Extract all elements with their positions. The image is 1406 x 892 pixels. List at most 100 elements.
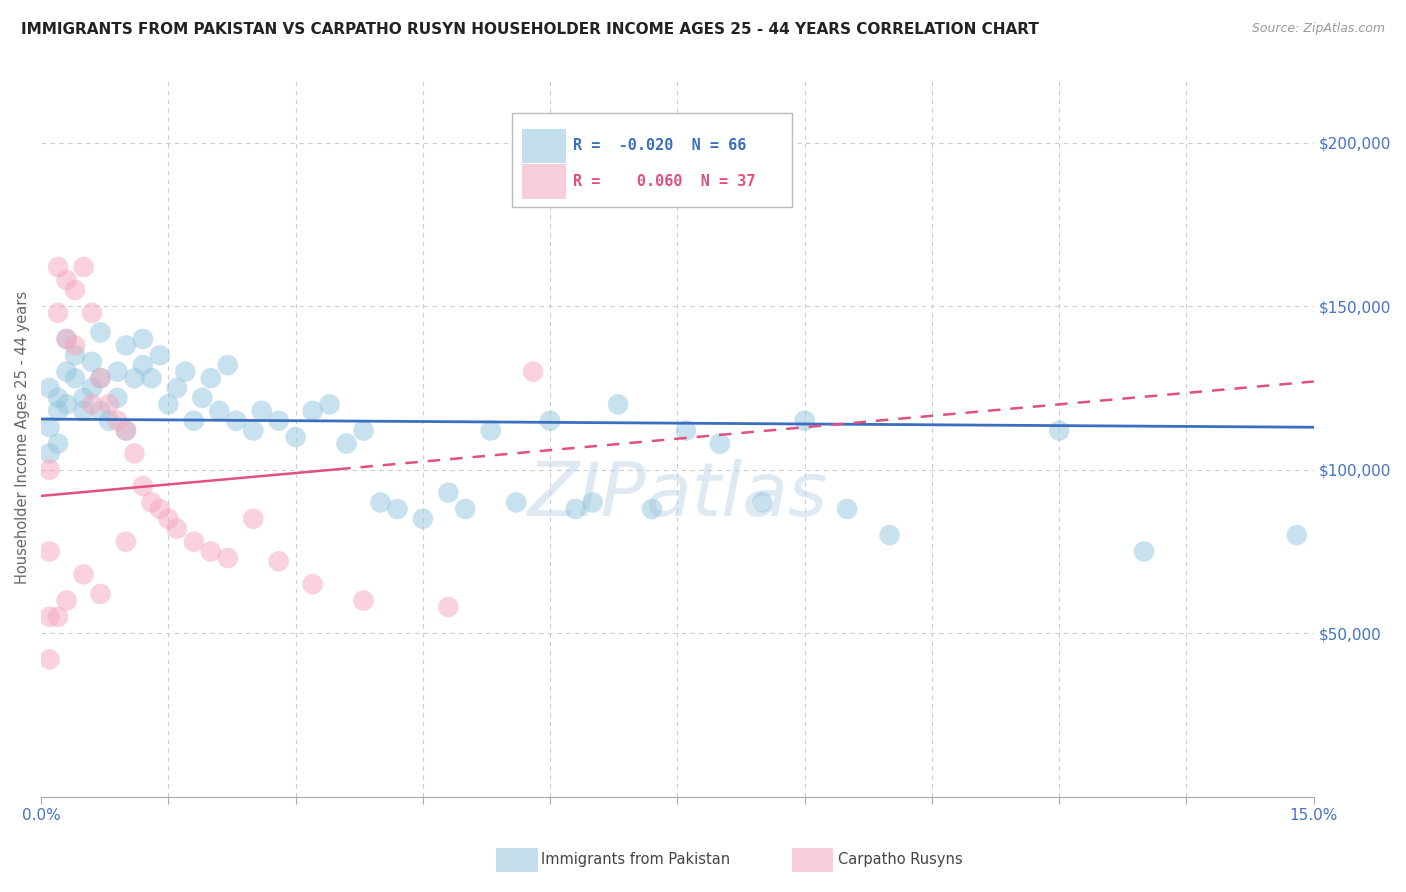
Point xyxy=(80,306,103,320)
Point xyxy=(641,502,664,516)
Text: Carpatho Rusyns: Carpatho Rusyns xyxy=(838,853,963,867)
Point xyxy=(80,381,103,395)
Point xyxy=(353,424,375,438)
Text: Source: ZipAtlas.com: Source: ZipAtlas.com xyxy=(1251,22,1385,36)
Point xyxy=(38,381,60,395)
Point xyxy=(107,391,129,405)
Point xyxy=(284,430,307,444)
Point xyxy=(522,365,544,379)
Point xyxy=(793,414,815,428)
Point xyxy=(217,358,239,372)
Point xyxy=(267,554,290,568)
Point xyxy=(250,404,273,418)
FancyBboxPatch shape xyxy=(512,113,792,207)
Point xyxy=(1047,424,1070,438)
Point xyxy=(55,397,77,411)
Point xyxy=(166,522,188,536)
Point xyxy=(1133,544,1156,558)
Point xyxy=(89,326,111,340)
Point xyxy=(89,371,111,385)
Point xyxy=(55,593,77,607)
Point xyxy=(370,495,392,509)
Point xyxy=(38,463,60,477)
Point xyxy=(505,495,527,509)
Point xyxy=(564,502,586,516)
Point xyxy=(63,348,86,362)
Text: ZIPatlas: ZIPatlas xyxy=(527,458,828,531)
Point xyxy=(98,397,121,411)
Point xyxy=(89,404,111,418)
Point xyxy=(38,544,60,558)
Point xyxy=(437,485,460,500)
Point xyxy=(38,420,60,434)
Point xyxy=(412,512,434,526)
Point xyxy=(115,534,138,549)
Point xyxy=(46,610,69,624)
Point xyxy=(46,391,69,405)
Point xyxy=(38,446,60,460)
Point xyxy=(208,404,231,418)
FancyBboxPatch shape xyxy=(522,128,565,161)
Point xyxy=(72,391,94,405)
Point xyxy=(581,495,603,509)
Point xyxy=(115,424,138,438)
Point xyxy=(387,502,409,516)
Point xyxy=(200,371,222,385)
Point xyxy=(132,332,155,346)
Point xyxy=(183,534,205,549)
Point xyxy=(538,414,561,428)
Point xyxy=(80,355,103,369)
Point xyxy=(879,528,901,542)
Point xyxy=(217,551,239,566)
Point xyxy=(675,424,697,438)
Point xyxy=(124,446,146,460)
Point xyxy=(157,397,180,411)
Point xyxy=(191,391,214,405)
Point xyxy=(301,404,323,418)
Point xyxy=(46,404,69,418)
Point xyxy=(479,424,502,438)
Point xyxy=(166,381,188,395)
Point xyxy=(242,424,264,438)
Point xyxy=(38,610,60,624)
Point xyxy=(55,365,77,379)
Text: Immigrants from Pakistan: Immigrants from Pakistan xyxy=(541,853,731,867)
Point xyxy=(55,273,77,287)
Point xyxy=(72,404,94,418)
Point xyxy=(132,358,155,372)
Text: IMMIGRANTS FROM PAKISTAN VS CARPATHO RUSYN HOUSEHOLDER INCOME AGES 25 - 44 YEARS: IMMIGRANTS FROM PAKISTAN VS CARPATHO RUS… xyxy=(21,22,1039,37)
Text: R =  -0.020  N = 66: R = -0.020 N = 66 xyxy=(574,137,747,153)
Point xyxy=(107,414,129,428)
Point xyxy=(98,414,121,428)
Y-axis label: Householder Income Ages 25 - 44 years: Householder Income Ages 25 - 44 years xyxy=(15,291,30,583)
Point xyxy=(225,414,247,428)
Text: R =    0.060  N = 37: R = 0.060 N = 37 xyxy=(574,174,755,188)
Point xyxy=(335,436,357,450)
Point xyxy=(318,397,340,411)
Point xyxy=(80,397,103,411)
Point xyxy=(46,436,69,450)
Point xyxy=(46,306,69,320)
Point xyxy=(115,424,138,438)
Point xyxy=(751,495,773,509)
Point xyxy=(183,414,205,428)
Point xyxy=(38,652,60,666)
Point xyxy=(124,371,146,385)
Point xyxy=(149,502,172,516)
Point xyxy=(437,600,460,615)
Point xyxy=(200,544,222,558)
Point xyxy=(607,397,630,411)
Point xyxy=(141,371,163,385)
Point xyxy=(837,502,859,516)
Point xyxy=(63,371,86,385)
FancyBboxPatch shape xyxy=(522,164,565,197)
Point xyxy=(89,371,111,385)
Point xyxy=(115,338,138,352)
Point xyxy=(55,332,77,346)
Point xyxy=(132,479,155,493)
Point xyxy=(1285,528,1308,542)
Point xyxy=(267,414,290,428)
Point xyxy=(149,348,172,362)
Point xyxy=(63,283,86,297)
Point xyxy=(157,512,180,526)
